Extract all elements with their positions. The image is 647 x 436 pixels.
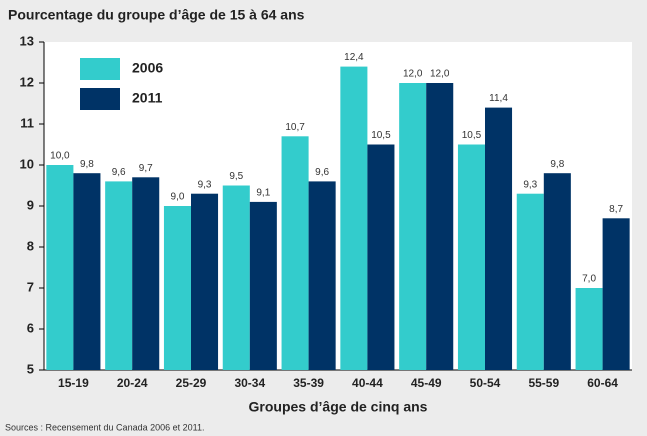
- value-label: 8,7: [609, 204, 623, 215]
- value-label: 11,4: [489, 93, 508, 104]
- value-label: 9,3: [198, 179, 212, 190]
- bar: [222, 185, 250, 370]
- y-tick-label: 6: [27, 320, 34, 335]
- source-note: Sources : Recensement du Canada 2006 et …: [5, 422, 204, 432]
- value-label: 12,0: [403, 69, 423, 80]
- value-label: 12,0: [430, 69, 450, 80]
- bar: [602, 218, 630, 370]
- bar: [426, 83, 454, 370]
- x-tick-label: 45-49: [411, 376, 442, 390]
- legend-swatch: [80, 58, 120, 80]
- bar: [46, 165, 74, 370]
- x-tick-label: 40-44: [352, 376, 383, 390]
- legend-label: 2011: [132, 90, 163, 106]
- value-label: 10,0: [50, 151, 70, 162]
- y-tick-label: 13: [20, 33, 34, 48]
- value-label: 9,3: [523, 179, 537, 190]
- value-label: 9,1: [256, 188, 270, 199]
- x-tick-label: 25-29: [176, 376, 207, 390]
- bar: [575, 288, 603, 370]
- value-label: 10,7: [285, 122, 305, 133]
- value-label: 9,7: [139, 163, 153, 174]
- bar: [249, 201, 277, 370]
- value-label: 9,6: [315, 167, 329, 178]
- bar: [281, 136, 309, 370]
- bar: [485, 107, 513, 370]
- bar: [163, 206, 191, 370]
- bar: [191, 193, 219, 370]
- value-label: 9,5: [229, 171, 243, 182]
- y-tick-label: 8: [27, 238, 34, 253]
- value-label: 9,8: [550, 159, 564, 170]
- bar: [132, 177, 160, 370]
- bar: [516, 193, 544, 370]
- x-tick-label: 50-54: [470, 376, 501, 390]
- bar: [105, 181, 133, 370]
- y-tick-label: 9: [27, 197, 34, 212]
- bar: [399, 83, 427, 370]
- bar: [308, 181, 336, 370]
- value-label: 10,5: [371, 130, 391, 141]
- x-tick-label: 35-39: [293, 376, 324, 390]
- y-tick-label: 11: [20, 115, 34, 130]
- y-tick-label: 7: [27, 279, 34, 294]
- bar: [457, 144, 485, 370]
- bar: [543, 173, 571, 370]
- chart-title: Pourcentage du groupe d’âge de 15 à 64 a…: [8, 7, 305, 23]
- x-tick-label: 60-64: [587, 376, 618, 390]
- legend-swatch: [80, 88, 120, 110]
- value-label: 9,8: [80, 159, 94, 170]
- legend-label: 2006: [132, 60, 163, 76]
- y-tick-label: 12: [20, 74, 34, 89]
- y-tick-label: 5: [27, 361, 34, 376]
- bar: [367, 144, 395, 370]
- value-label: 9,6: [112, 167, 126, 178]
- value-label: 10,5: [462, 130, 482, 141]
- bar: [73, 173, 101, 370]
- value-label: 12,4: [344, 52, 364, 63]
- x-tick-label: 55-59: [528, 376, 559, 390]
- x-axis-label: Groupes d’âge de cinq ans: [249, 399, 428, 415]
- x-tick-label: 30-34: [234, 376, 265, 390]
- value-label: 9,0: [171, 192, 185, 203]
- y-tick-label: 10: [20, 156, 34, 171]
- bar: [340, 66, 368, 370]
- x-tick-label: 15-19: [58, 376, 89, 390]
- x-tick-label: 20-24: [117, 376, 148, 390]
- value-label: 7,0: [582, 274, 596, 285]
